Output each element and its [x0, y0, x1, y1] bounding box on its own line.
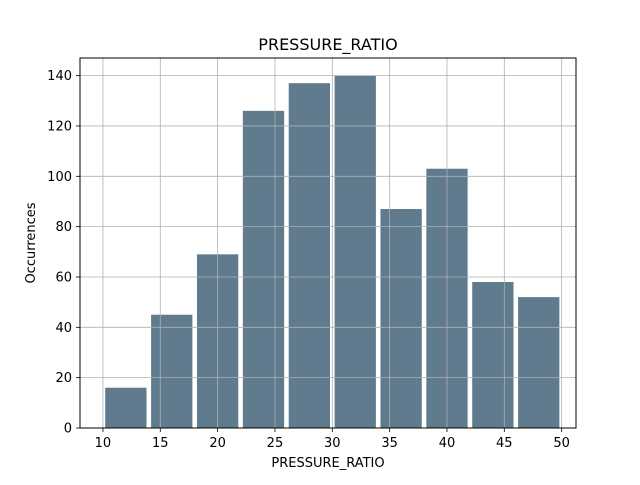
x-axis-ticks: 10 15 20 25 30 35 40 45 50	[95, 428, 570, 451]
y-tick-label: 100	[47, 170, 72, 185]
x-axis-label: PRESSURE_RATIO	[271, 456, 384, 471]
bar	[472, 282, 514, 428]
y-tick-label: 20	[55, 371, 72, 386]
y-axis-label: Occurrences	[24, 202, 39, 283]
y-tick-label: 60	[55, 270, 72, 285]
x-tick-label: 10	[95, 436, 112, 451]
y-tick-label: 0	[64, 422, 72, 437]
grid-overlay	[80, 58, 576, 429]
x-tick-label: 35	[381, 436, 398, 451]
x-tick-label: 45	[496, 436, 513, 451]
y-tick-label: 40	[55, 321, 72, 336]
plot-frame	[79, 57, 577, 429]
y-axis-ticks: 0 20 40 60 80 100 120 140	[47, 69, 80, 437]
bar	[518, 297, 560, 428]
bar	[151, 314, 193, 428]
bar	[288, 83, 331, 429]
bar	[105, 387, 147, 428]
x-tick-label: 40	[439, 436, 456, 451]
x-tick-label: 15	[152, 436, 169, 451]
bar-series	[105, 75, 560, 429]
x-tick-label: 30	[324, 436, 341, 451]
chart-title: PRESSURE_RATIO	[258, 35, 397, 55]
x-tick-label: 25	[267, 436, 284, 451]
y-tick-label: 140	[47, 69, 72, 84]
bar	[334, 75, 376, 429]
bar	[380, 209, 422, 428]
x-tick-label: 20	[209, 436, 226, 451]
y-tick-label: 120	[47, 119, 72, 134]
x-tick-label: 50	[553, 436, 570, 451]
bar	[242, 110, 285, 429]
y-tick-label: 80	[55, 220, 72, 235]
